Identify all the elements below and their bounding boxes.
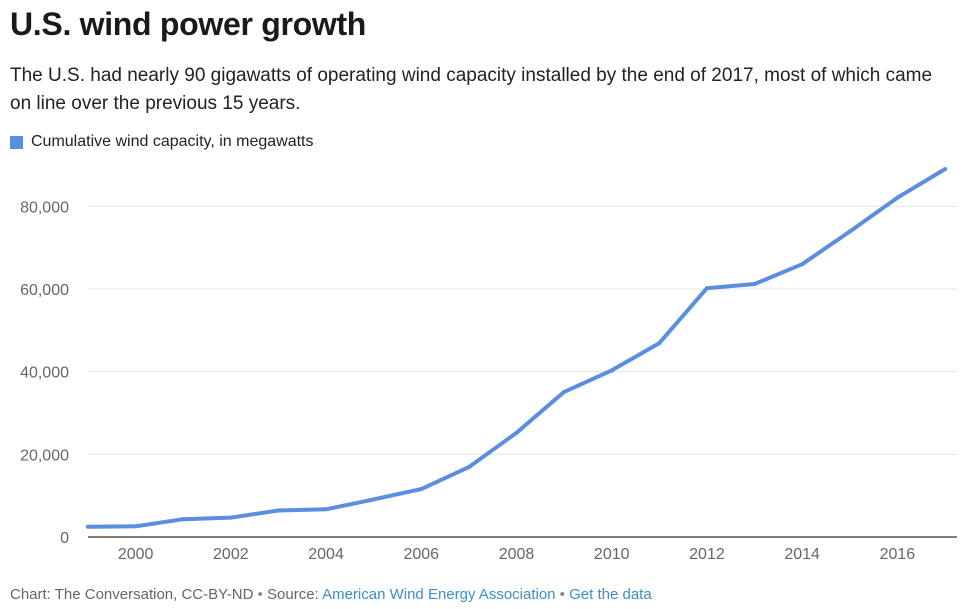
chart-credit: Chart: The Conversation, CC-BY-ND: [10, 586, 254, 603]
data-point: [228, 515, 233, 520]
get-the-data-link[interactable]: Get the data: [569, 586, 652, 603]
data-point: [562, 389, 567, 394]
x-tick-label: 2012: [689, 546, 725, 563]
footer-separator: •: [253, 586, 268, 603]
y-tick-label: 0: [60, 530, 69, 547]
y-tick-label: 80,000: [20, 199, 69, 216]
y-tick-label: 40,000: [20, 365, 69, 382]
data-point: [181, 517, 186, 522]
data-point: [895, 195, 900, 200]
data-point: [86, 524, 90, 529]
y-tick-label: 60,000: [20, 282, 69, 299]
x-tick-label: 2016: [880, 546, 916, 563]
x-tick-label: 2014: [784, 546, 820, 563]
chart-title: U.S. wind power growth: [10, 6, 367, 42]
x-tick-label: 2006: [403, 546, 439, 563]
data-point: [514, 430, 519, 435]
footer: Chart: The Conversation, CC-BY-ND • Sour…: [10, 586, 652, 603]
series-line: [86, 167, 947, 529]
x-tick-label: 2010: [594, 546, 630, 563]
x-tick-label: 2004: [308, 546, 344, 563]
legend: Cumulative wind capacity, in megawatts: [10, 133, 314, 151]
data-point: [276, 508, 281, 513]
source-link[interactable]: American Wind Energy Association: [322, 586, 556, 603]
data-point: [752, 282, 757, 287]
chart-subtitle: The U.S. had nearly 90 gigawatts of oper…: [10, 65, 933, 114]
line-chart: 0 20,000 40,000 60,000 80,000 2000 2002 2004 200…: [20, 167, 957, 563]
source-prefix: Source:: [267, 586, 323, 603]
data-point: [324, 507, 329, 512]
data-point: [657, 341, 662, 346]
data-point: [466, 465, 471, 470]
legend-swatch: [10, 135, 23, 149]
y-tick-label: 20,000: [20, 447, 69, 464]
x-tick-label: 2000: [118, 546, 154, 563]
data-point: [704, 286, 709, 291]
data-point: [609, 368, 614, 373]
data-point: [419, 487, 424, 492]
footer-separator-2: •: [555, 586, 570, 603]
data-point: [847, 229, 852, 234]
x-tick-label: 2002: [213, 546, 249, 563]
x-tick-label: 2008: [499, 546, 535, 563]
data-point: [800, 262, 805, 267]
data-point: [943, 167, 947, 172]
data-point: [133, 524, 138, 529]
legend-label: Cumulative wind capacity, in megawatts: [31, 133, 314, 150]
data-point: [371, 497, 376, 502]
